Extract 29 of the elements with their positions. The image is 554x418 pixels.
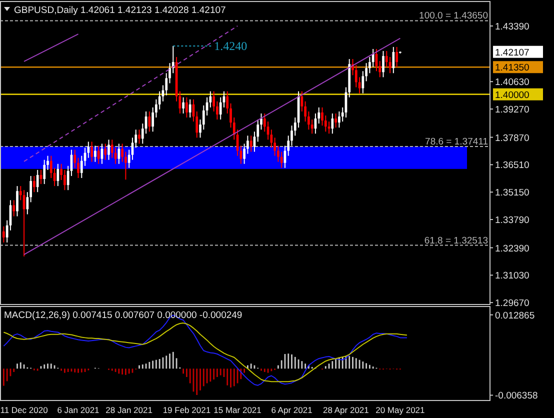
y-tick-label: 0.012865 [495,310,535,322]
x-tick-label: 15 Mar 2021 [214,405,262,415]
y-tick-label: 1.36510 [495,160,530,172]
chart-title: MACD(12,26,9) 0.007415 0.007607 0.000000 -0.000249 [4,310,242,321]
y-tick-label: 1.37870 [495,132,530,144]
x-tick-label: 28 Apr 2021 [323,405,370,415]
y-tick-label: -0.006358 [495,390,538,402]
x-tick-label: 11 Dec 2020 [0,405,48,415]
x-tick-label: 6 Apr 2021 [271,405,313,415]
y-tick-label: 1.43390 [495,21,530,32]
y-tick-label: 1.39270 [495,104,530,116]
y-tick-label: 1.40630 [495,77,530,88]
y-tick-label: 1.29670 [495,298,530,310]
x-tick-label: 20 May 2021 [376,405,426,415]
y-tick-label: 1.33790 [495,215,530,226]
annotation: 1.4240 [214,38,248,53]
ref-line-label: 78.6 = 1.37411 [425,136,488,148]
ref-line-label: 100.0 = 1.43650 [419,10,488,22]
text: 1.42107 [495,47,530,58]
x-tick-label: 28 Jan 2021 [106,405,153,415]
ref-line-label: 1.40000 [495,90,530,101]
ref-line-label: 61.8 = 1.32513 [424,235,488,246]
ref-line-label: 1.41350 [495,62,530,74]
chart-title: GBPUSD,Daily 1.42061 1.42123 1.42028 1.42107 [14,5,226,16]
y-tick-label: 1.31030 [495,270,530,282]
x-tick-label: 6 Jan 2021 [57,405,100,415]
y-tick-label: 1.35150 [495,188,530,199]
y-tick-label: 1.32390 [495,243,530,254]
x-tick-label: 19 Feb 2021 [162,405,211,415]
